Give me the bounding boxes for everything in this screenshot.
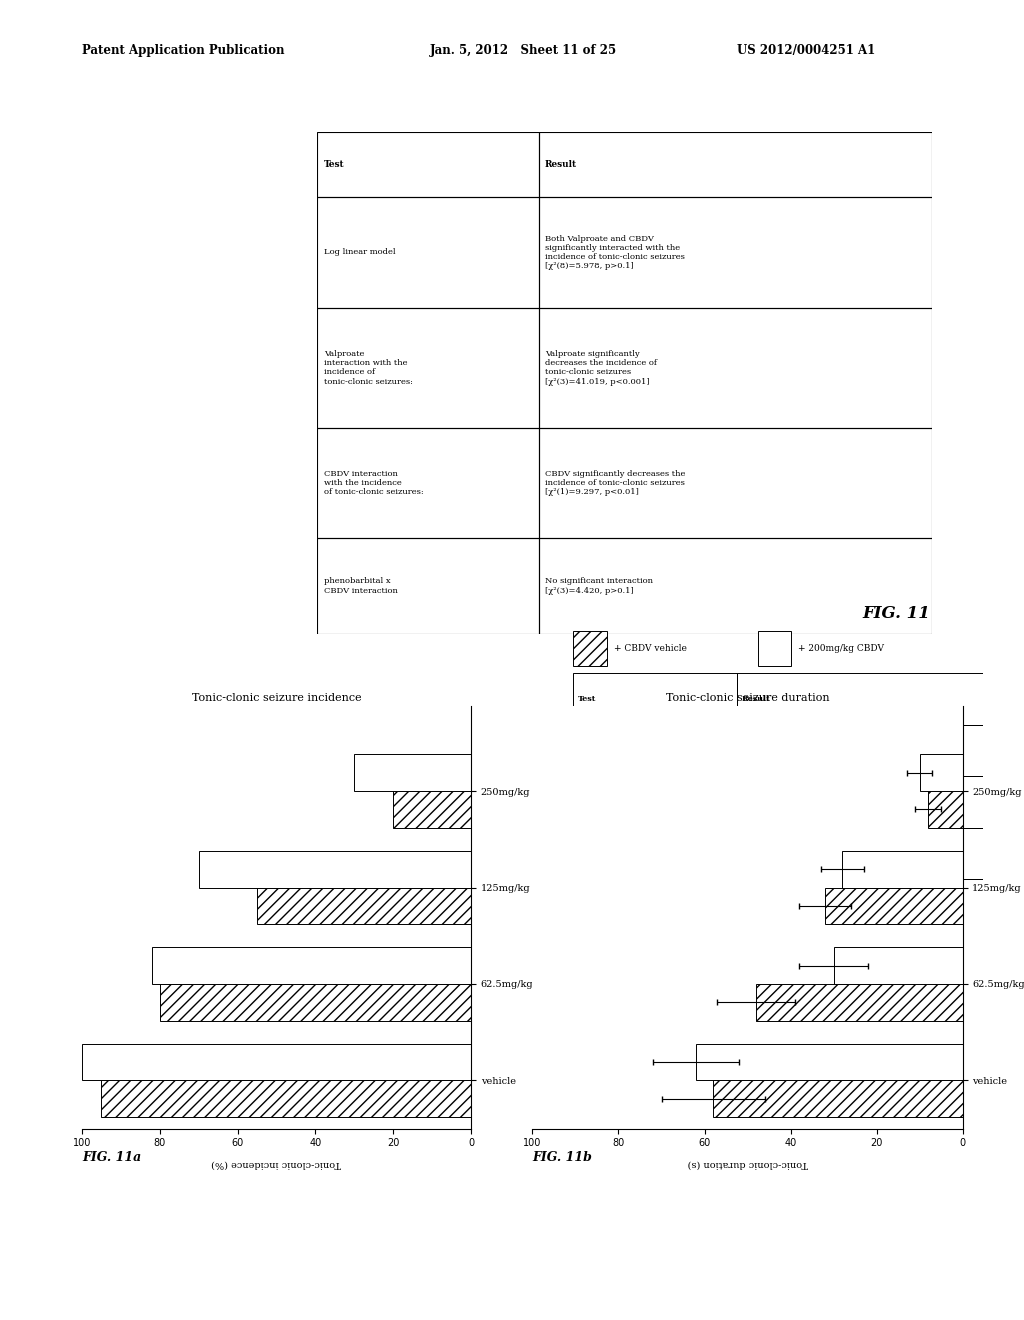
Title: Tonic-clonic seizure duration: Tonic-clonic seizure duration	[666, 693, 829, 702]
Bar	[539, 308, 932, 428]
Text: CBDV effect: CBDV effect	[578, 849, 628, 858]
Bar	[317, 308, 539, 428]
Text: Test: Test	[578, 694, 596, 704]
Text: phenobarbital x
CBDV interaction: phenobarbital x CBDV interaction	[324, 577, 397, 594]
Text: CBDV significantly decreases the
incidence of tonic-clonic seizures
[χ²(1)=9.297: CBDV significantly decreases the inciden…	[545, 470, 685, 496]
Text: Result: Result	[545, 160, 577, 169]
Text: Valproate significantly
decreases the incidence of
tonic-clonic seizures
[χ²(3)=: Valproate significantly decreases the in…	[545, 350, 656, 385]
Text: Significant decrease (p<0.01): Significant decrease (p<0.01)	[741, 797, 863, 807]
Bar	[317, 428, 539, 539]
Title: Tonic-clonic seizure incidence: Tonic-clonic seizure incidence	[191, 693, 361, 702]
Bar	[152, 948, 471, 983]
Text: FIG. 11b: FIG. 11b	[532, 1151, 592, 1164]
Text: Valproate effect: Valproate effect	[578, 797, 642, 807]
Bar	[737, 879, 983, 931]
Bar	[257, 887, 471, 924]
Bar	[317, 539, 539, 634]
Bar	[82, 1044, 471, 1080]
Bar	[393, 791, 471, 828]
Bar	[737, 725, 983, 776]
Bar	[825, 887, 963, 924]
Bar	[573, 776, 737, 828]
Text: + CBDV vehicle: + CBDV vehicle	[614, 644, 687, 652]
Bar	[834, 948, 963, 983]
Bar	[539, 428, 932, 539]
Text: Valproate
interaction with the
incidence of
tonic-clonic seizures:: Valproate interaction with the incidence…	[324, 350, 413, 385]
Bar	[737, 828, 983, 879]
Bar	[573, 631, 606, 665]
Text: CBDV interaction
with the incidence
of tonic-clonic seizures:: CBDV interaction with the incidence of t…	[324, 470, 423, 496]
Text: Log linear model: Log linear model	[324, 248, 395, 256]
Bar	[101, 1080, 471, 1117]
Bar	[920, 755, 963, 791]
Bar	[713, 1080, 963, 1117]
Bar	[354, 755, 471, 791]
Text: + 200mg/kg CBDV: + 200mg/kg CBDV	[799, 644, 885, 652]
Bar	[696, 1044, 963, 1080]
Bar	[928, 791, 963, 828]
Bar	[842, 851, 963, 887]
Bar	[573, 725, 737, 776]
Text: Non-significant (p>0.1): Non-significant (p>0.1)	[741, 900, 838, 909]
Bar	[160, 983, 471, 1020]
Text: Patent Application Publication: Patent Application Publication	[82, 44, 285, 57]
Text: Non-significant (p>0.1): Non-significant (p>0.1)	[741, 849, 838, 858]
Bar	[539, 132, 932, 197]
Text: Valproate x
CBDV interaction: Valproate x CBDV interaction	[578, 896, 649, 913]
Bar	[737, 776, 983, 828]
Bar	[573, 879, 737, 931]
Text: Both Valproate and CBDV
significantly interacted with the
incidence of tonic-clo: Both Valproate and CBDV significantly in…	[545, 235, 685, 271]
Bar	[573, 673, 737, 725]
Text: FIG. 11a: FIG. 11a	[82, 1151, 141, 1164]
Text: No significant interaction
[χ²(3)=4.420, p>0.1]: No significant interaction [χ²(3)=4.420,…	[545, 577, 652, 594]
Text: Test: Test	[324, 160, 344, 169]
X-axis label: Tonic-clonic duration (s): Tonic-clonic duration (s)	[687, 1159, 808, 1168]
Bar	[199, 851, 471, 887]
Bar	[573, 828, 737, 879]
Text: FIG. 11: FIG. 11	[862, 606, 930, 622]
Text: 2-Way ANOVA
result: 2-Way ANOVA result	[578, 742, 635, 759]
Text: US 2012/0004251 A1: US 2012/0004251 A1	[737, 44, 876, 57]
Y-axis label: Valproate (mg/kg): Valproate (mg/kg)	[566, 873, 575, 962]
X-axis label: Tonic-clonic incidence (%): Tonic-clonic incidence (%)	[212, 1159, 341, 1168]
Text: Significant (p<0.05): Significant (p<0.05)	[741, 746, 824, 755]
Bar	[539, 539, 932, 634]
Bar	[317, 197, 539, 308]
Bar	[539, 197, 932, 308]
Bar	[737, 673, 983, 725]
Bar	[758, 631, 791, 665]
Text: Result: Result	[741, 694, 770, 704]
Text: Jan. 5, 2012   Sheet 11 of 25: Jan. 5, 2012 Sheet 11 of 25	[430, 44, 617, 57]
Bar	[756, 983, 963, 1020]
Bar	[317, 132, 539, 197]
